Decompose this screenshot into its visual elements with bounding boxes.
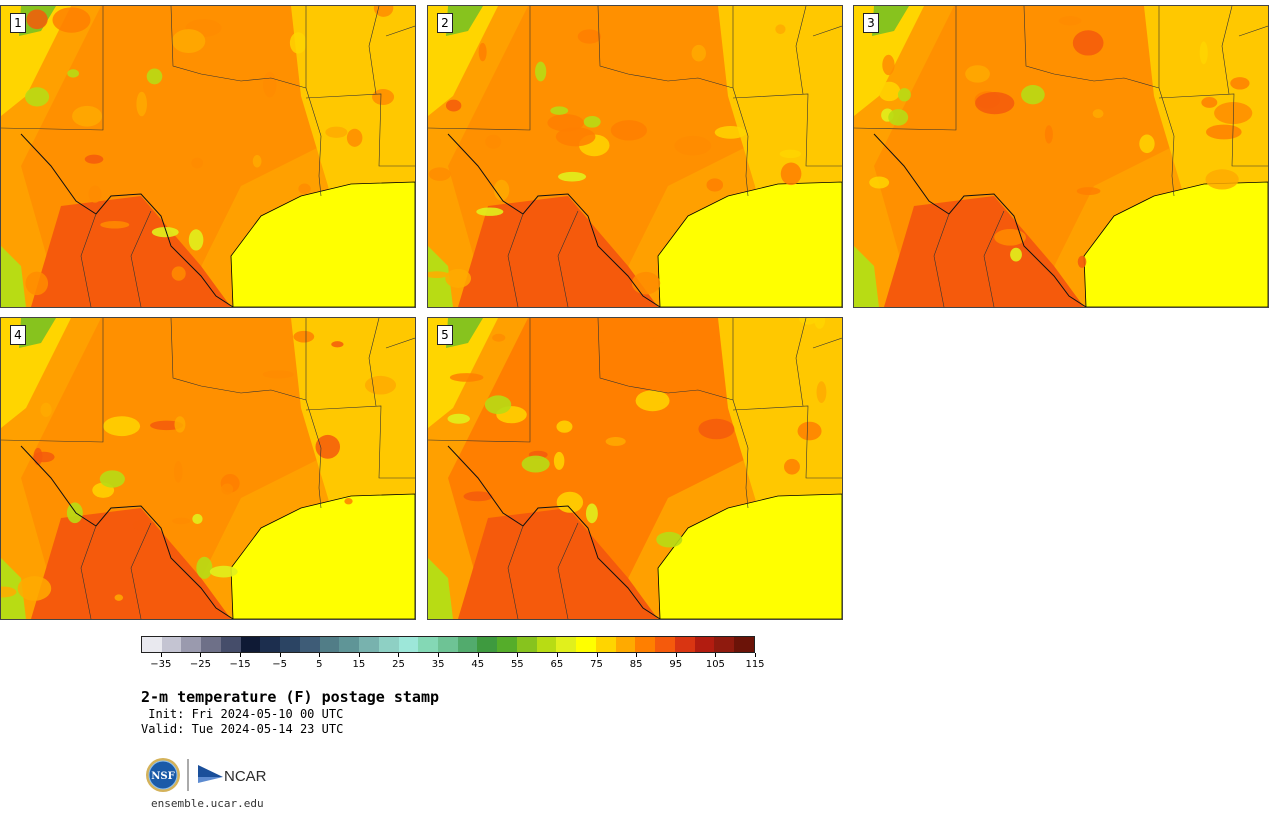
valid-time: Valid: Tue 2024-05-14 23 UTC: [141, 722, 344, 736]
colorbar-swatch: [655, 637, 675, 652]
colorbar-swatch: [240, 637, 261, 652]
colorbar-swatch: [161, 637, 182, 652]
panel-number: 3: [863, 13, 879, 33]
colorbar-tick-label: −5: [272, 659, 288, 670]
logos: NSF NCAR: [145, 757, 275, 795]
colorbar-swatch: [280, 637, 300, 652]
colorbar-tick-label: 115: [745, 659, 765, 670]
colorbar-tick: [398, 653, 400, 657]
colorbar-tick-label: 15: [352, 659, 366, 670]
colorbar-swatch: [536, 637, 557, 652]
colorbar-swatch: [260, 637, 281, 652]
colorbar-swatch: [714, 637, 735, 652]
colorbar-swatch: [438, 637, 458, 652]
colorbar-tick: [477, 653, 479, 657]
colorbar-swatch: [339, 637, 360, 652]
colorbar-swatch: [635, 637, 656, 652]
map-panel-1: 1: [0, 5, 416, 308]
colorbar-swatch: [181, 637, 202, 652]
temperature-map: [428, 318, 842, 619]
colorbar-swatch: [734, 637, 754, 652]
init-time: Init: Fri 2024-05-10 00 UTC: [141, 707, 344, 721]
colorbar-tick-label: 25: [392, 659, 405, 670]
temperature-map: [1, 318, 415, 619]
colorbar-tick: [279, 653, 281, 657]
map-panel-4: 4: [0, 317, 416, 620]
colorbar-swatch: [576, 637, 596, 652]
map-panel-5: 5: [427, 317, 843, 620]
map-panel-2: 2: [427, 5, 843, 308]
colorbar-tick: [160, 653, 162, 657]
colorbar-tick: [596, 653, 598, 657]
map-panel-3: 3: [853, 5, 1269, 308]
temperature-map: [854, 6, 1268, 307]
colorbar-tick: [715, 653, 717, 657]
colorbar-swatch: [694, 637, 715, 652]
colorbar-tick-label: 75: [590, 659, 603, 670]
colorbar-swatch: [319, 637, 340, 652]
colorbar: [141, 636, 755, 653]
colorbar-swatch: [497, 637, 517, 652]
colorbar-swatch: [457, 637, 478, 652]
colorbar-swatch: [516, 637, 537, 652]
colorbar-swatch: [674, 637, 695, 652]
colorbar-tick: [240, 653, 242, 657]
colorbar-swatch: [299, 637, 320, 652]
svg-text:NSF: NSF: [151, 771, 174, 782]
colorbar-tick-label: −35: [150, 659, 172, 670]
website-url: ensemble.ucar.edu: [151, 797, 264, 810]
colorbar-tick-label: 55: [510, 659, 524, 670]
svg-text:NCAR: NCAR: [224, 768, 267, 785]
colorbar-swatch: [359, 637, 379, 652]
colorbar-swatch: [142, 637, 162, 652]
colorbar-tick: [438, 653, 440, 657]
panel-number: 1: [10, 13, 26, 33]
colorbar-tick-label: 95: [669, 659, 683, 670]
colorbar-tick-label: 45: [471, 659, 485, 670]
colorbar-tick-label: −25: [189, 659, 211, 670]
colorbar-tick: [636, 653, 638, 657]
colorbar-ticks: −35 −25 −15 −5 5 15 25 35 45 55 65 75 85 95 105 115: [141, 653, 765, 673]
colorbar-swatch: [556, 637, 577, 652]
colorbar-swatch: [378, 637, 399, 652]
colorbar-swatch: [398, 637, 419, 652]
temperature-map: [428, 6, 842, 307]
colorbar-tick: [517, 653, 519, 657]
map-title: 2-m temperature (F) postage stamp: [141, 688, 440, 706]
colorbar-tick-label: 65: [550, 659, 564, 670]
colorbar-swatch: [477, 637, 498, 652]
colorbar-swatch: [201, 637, 221, 652]
colorbar-tick: [358, 653, 360, 657]
colorbar-swatch: [418, 637, 439, 652]
colorbar-swatch: [615, 637, 636, 652]
colorbar-tick: [755, 653, 756, 657]
colorbar-tick-label: 35: [431, 659, 445, 670]
colorbar-tick: [200, 653, 202, 657]
colorbar-tick-label: −15: [229, 659, 251, 670]
colorbar-tick: [319, 653, 321, 657]
colorbar-tick-label: 105: [705, 659, 725, 670]
colorbar-swatch: [595, 637, 616, 652]
panel-number: 5: [437, 325, 453, 345]
nsf-logo-icon: NSF: [146, 758, 180, 792]
panel-number: 4: [10, 325, 26, 345]
colorbar-tick: [675, 653, 677, 657]
colorbar-swatch: [220, 637, 241, 652]
colorbar-tick: [556, 653, 558, 657]
temperature-map: [1, 6, 415, 307]
colorbar-tick-label: 5: [316, 659, 323, 670]
ncar-logo-icon: NCAR: [198, 765, 267, 785]
colorbar-tick-label: 85: [629, 659, 643, 670]
panel-number: 2: [437, 13, 453, 33]
